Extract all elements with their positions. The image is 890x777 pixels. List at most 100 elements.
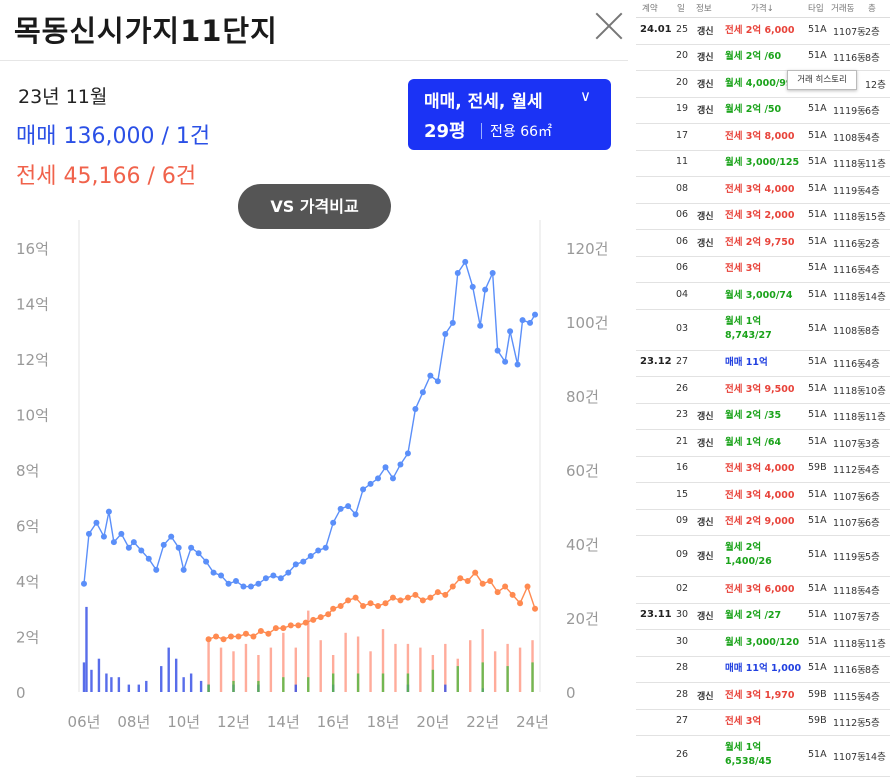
- sale-price-point: [270, 572, 277, 579]
- cell-price: 전세 3억 2,000: [725, 210, 795, 222]
- cell-day: 09: [676, 515, 689, 527]
- cell-building: 1118동: [833, 638, 866, 650]
- cell-price: 전세 3억: [725, 716, 762, 728]
- jeonse-volume-bar: [294, 647, 297, 692]
- sale-price-point: [225, 580, 232, 587]
- jeonse-price-point: [250, 633, 257, 640]
- wolse-volume-bar: [381, 673, 385, 692]
- table-row[interactable]: 17 전세 3억 8,000 51A 1108동 4층: [636, 124, 890, 151]
- table-row[interactable]: 23.12 27 매매 11억 51A 1116동 4층: [636, 351, 890, 377]
- table-row[interactable]: 26 월세 1억 6,538/45 51A 1107동 14층: [636, 736, 890, 777]
- cell-type: 51A: [808, 156, 827, 168]
- price-chart: 0 2억 4억 6억 8억 10억 12억 14억 16억 0 20건 40건 60건 80건 100건 12…: [16, 220, 608, 731]
- close-icon[interactable]: [592, 8, 626, 42]
- sale-price-point: [188, 544, 195, 551]
- sale-price-point: [489, 269, 496, 276]
- cell-day: 28: [676, 662, 689, 674]
- jeonse-price-point: [412, 591, 419, 598]
- cell-price: 월세 3,000/74: [725, 289, 793, 301]
- right-tick-label: 20건: [566, 610, 599, 628]
- cell-type: 51A: [808, 635, 827, 647]
- cell-day: 03: [676, 322, 689, 334]
- cell-building: 1119동: [833, 185, 866, 197]
- jeonse-price-point: [397, 597, 404, 604]
- sale-price-point: [255, 580, 262, 587]
- x-tick-label: 08년: [117, 713, 150, 731]
- cell-info: 갱신: [697, 691, 714, 702]
- sale-price-point: [434, 378, 441, 385]
- table-row[interactable]: 06 갱신 전세 3억 2,000 51A 1118동 15층: [636, 204, 890, 230]
- sale-volume-bar: [167, 647, 170, 692]
- jeonse-price-point: [449, 583, 456, 590]
- cell-day: 15: [676, 488, 689, 500]
- sale-price-point: [195, 550, 202, 557]
- jeonse-price-point: [360, 602, 367, 609]
- table-row[interactable]: 20 갱신 월세 2억 /60 51A 1116동 8층: [636, 45, 890, 71]
- table-header-cell: 정보: [696, 4, 712, 14]
- cell-type: 51A: [808, 435, 827, 447]
- cell-floor: 2층: [865, 238, 880, 250]
- cell-day: 02: [676, 582, 689, 594]
- cell-floor: 6층: [865, 106, 880, 118]
- cell-type: 51A: [808, 235, 827, 247]
- table-row[interactable]: 08 전세 3억 4,000 51A 1119동 4층: [636, 177, 890, 204]
- cell-day: 20: [676, 76, 689, 88]
- table-row[interactable]: 30 월세 3,000/120 51A 1118동 11층: [636, 630, 890, 657]
- sale-price-point: [118, 530, 125, 537]
- table-row[interactable]: 27 전세 3억 59B 1112동 5층: [636, 710, 890, 736]
- table-row[interactable]: 09 갱신 전세 2억 9,000 51A 1107동 6층: [636, 510, 890, 536]
- cell-building: 1116동: [833, 665, 866, 677]
- table-row[interactable]: 02 전세 3억 6,000 51A 1118동 4층: [636, 577, 890, 604]
- table-row[interactable]: 23 갱신 월세 2억 /35 51A 1118동 11층: [636, 404, 890, 430]
- cell-day: 06: [676, 262, 689, 274]
- table-row[interactable]: 16 전세 3억 4,000 59B 1112동 4층: [636, 457, 890, 483]
- cell-day: 09: [676, 549, 689, 560]
- cell-price: 월세 2억 1,400/26: [725, 542, 772, 567]
- filter-dropdown[interactable]: 매매, 전세, 월세 ∨ 29평 전용 66㎡: [408, 79, 611, 150]
- cell-floor: 12층: [865, 79, 886, 91]
- sale-price-point: [514, 361, 521, 368]
- sale-price-point: [85, 530, 92, 537]
- table-header-cell[interactable]: 가격↓: [751, 4, 774, 14]
- table-row[interactable]: 28 매매 11억 1,000 51A 1116동 8층: [636, 657, 890, 683]
- table-row[interactable]: 26 전세 3억 9,500 51A 1118동 10층: [636, 377, 890, 404]
- table-row[interactable]: 19 갱신 월세 2억 /50 51A 1119동 6층: [636, 98, 890, 124]
- cell-day: 17: [676, 129, 689, 141]
- cell-price: 월세 3,000/120: [725, 636, 800, 648]
- cell-building: 1116동: [833, 265, 866, 277]
- cell-building: 1108동: [833, 325, 866, 337]
- jeonse-volume-bar: [369, 651, 372, 692]
- table-row[interactable]: 06 전세 3억 51A 1116동 4층: [636, 257, 890, 283]
- table-row[interactable]: 03 월세 1억 8,743/27 51A 1108동 8층: [636, 310, 890, 351]
- table-body: 24.01 25 갱신 전세 2억 6,000 51A 1107동 2층 20 갱신 월세 2억 …: [636, 18, 890, 777]
- right-tick-label: 40건: [566, 536, 599, 554]
- cell-price: 월세 2억 /50: [725, 104, 782, 116]
- sale-price-point: [337, 505, 344, 512]
- cell-price: 월세 3,000/125: [725, 157, 800, 169]
- cell-building: 1112동: [833, 718, 866, 730]
- cell-type: 51A: [808, 582, 827, 594]
- jeonse-price-point: [257, 627, 264, 634]
- cell-price: 매매 11억: [725, 357, 768, 369]
- table-row[interactable]: 28 갱신 전세 3억 1,970 59B 1115동 4층: [636, 683, 890, 710]
- table-row[interactable]: 15 전세 3억 4,000 51A 1107동 6층: [636, 483, 890, 510]
- table-row[interactable]: 23.11 30 갱신 월세 2억 /27 51A 1107동 7층: [636, 604, 890, 630]
- table-row[interactable]: 06 갱신 전세 2억 9,750 51A 1116동 2층: [636, 230, 890, 257]
- sale-volume-bar: [137, 684, 141, 692]
- cell-day: 26: [676, 749, 689, 760]
- table-row[interactable]: 21 갱신 월세 1억 /64 51A 1107동 3층: [636, 430, 890, 457]
- sale-price-point: [532, 311, 539, 318]
- jeonse-volume-bar: [282, 632, 285, 692]
- sale-volume-bar: [110, 677, 113, 692]
- left-tick-label: 14억: [16, 296, 49, 314]
- sale-price-point: [232, 578, 239, 584]
- right-tick-label: 120건: [566, 240, 608, 258]
- wolse-volume-bar: [282, 677, 285, 692]
- table-row[interactable]: 11 월세 3,000/125 51A 1118동 11층: [636, 151, 890, 177]
- table-row[interactable]: 04 월세 3,000/74 51A 1118동 14층: [636, 283, 890, 310]
- table-row[interactable]: 09 갱신 월세 2억 1,400/26 51A 1119동 5층: [636, 536, 890, 577]
- cell-building: 1107동: [833, 612, 866, 624]
- table-row[interactable]: 24.01 25 갱신 전세 2억 6,000 51A 1107동 2층: [636, 18, 890, 45]
- sale-price-point: [105, 508, 112, 515]
- compare-button[interactable]: VS 가격비교: [238, 184, 391, 229]
